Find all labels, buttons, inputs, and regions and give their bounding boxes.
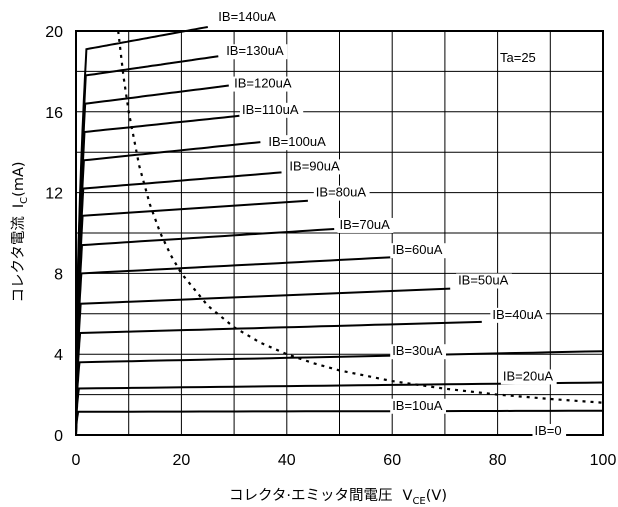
series-label-background [266, 135, 330, 151]
series-label: IB=10uA [392, 398, 443, 413]
series-label-background [313, 185, 370, 201]
y-tick-label: 20 [45, 24, 63, 41]
y-axis-title-subscript: C [19, 197, 30, 204]
series-label-background [532, 424, 567, 439]
series-label: IB=130uA [226, 43, 284, 58]
series-label: IB=90uA [289, 158, 340, 173]
y-tick-label: 0 [54, 428, 63, 445]
x-tick-label: 80 [489, 452, 507, 469]
y-tick-labels: 0 4 8 12 16 20 [45, 24, 63, 445]
series-label-background [456, 273, 512, 289]
power-dissipation-curve [117, 30, 604, 404]
y-axis-title: コレクタ電流 IC(mA) [10, 161, 30, 302]
series-label: IB=70uA [340, 217, 391, 232]
series-label: IB=40uA [492, 307, 543, 322]
series-label: IB=110uA [242, 102, 299, 117]
dissipation-line [117, 30, 604, 404]
series-label-background [390, 398, 446, 414]
series-label-background [224, 44, 288, 60]
series-label: IB=60uA [392, 242, 443, 257]
y-tick-label: 4 [54, 347, 63, 364]
series-label-background [216, 9, 280, 25]
series-label-background [500, 369, 557, 385]
series-line [75, 320, 482, 436]
series-line [75, 26, 208, 436]
x-tick-label: 60 [383, 452, 401, 469]
series-label: IB=100uA [268, 134, 326, 149]
series-label-background [390, 344, 446, 360]
y-axis-title-unit: (mA) [11, 161, 27, 196]
grid-lines [76, 31, 603, 435]
series-label-background [390, 243, 446, 259]
series-line [75, 199, 308, 436]
annotation-ta: Ta=25 [500, 50, 536, 65]
series-line [75, 84, 229, 436]
x-axis-title-subscript: CE [412, 496, 425, 507]
series-label: IB=80uA [316, 185, 367, 200]
series-label: IB=50uA [458, 273, 509, 288]
curve-labels: IB=0 IB=10uA IB=20uA IB=30uA IB=40uA IB=50uA I… [216, 9, 567, 439]
x-axis-title-symbol: V [403, 488, 413, 504]
series-line [75, 171, 282, 436]
x-axis-title: コレクタ·エミッタ間電圧 VCE(V) [229, 487, 447, 507]
plot-frame [75, 30, 604, 436]
x-tick-label: 40 [278, 452, 296, 469]
x-tick-label: 100 [590, 452, 617, 469]
series-label-background [490, 307, 547, 323]
series-label-background [337, 217, 394, 233]
x-tick-label: 0 [72, 452, 81, 469]
x-axis-title-unit: (V) [426, 488, 447, 504]
series-label-background [232, 76, 296, 92]
series-label: IB=30uA [392, 343, 443, 358]
series-label: IB=20uA [503, 368, 554, 383]
series-label: IB=140uA [218, 9, 276, 24]
series-label-background [240, 102, 304, 118]
series-label: IB=0 [534, 423, 561, 438]
y-tick-label: 16 [45, 105, 63, 122]
x-tick-label: 20 [173, 452, 191, 469]
y-tick-label: 12 [45, 186, 63, 203]
x-tick-labels: 0 20 40 60 80 100 [72, 452, 617, 469]
series-line [75, 55, 219, 436]
y-axis-title-symbol: I [11, 204, 27, 208]
series-label-background [287, 159, 344, 175]
x-axis-title-main: コレクタ·エミッタ間電圧 [229, 487, 393, 504]
y-axis-title-main: コレクタ電流 [10, 216, 27, 302]
y-tick-label: 8 [54, 266, 63, 283]
series-label: IB=120uA [234, 76, 292, 91]
